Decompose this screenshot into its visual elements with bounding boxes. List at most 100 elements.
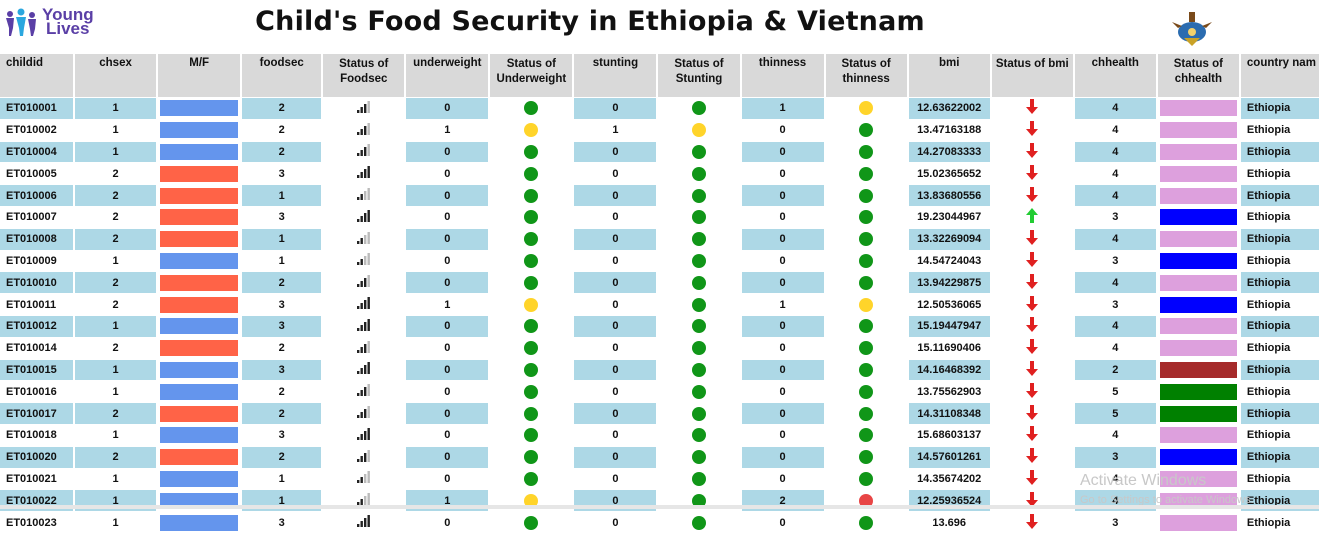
underweight-status-cell <box>490 381 573 403</box>
underweight-status-cell <box>490 206 573 228</box>
column-header[interactable]: foodsec <box>242 54 322 97</box>
country-cell: Ethiopia <box>1240 228 1319 250</box>
table-row[interactable]: ET010023 1 3 0 0 0 13.696 3 Ethiopia <box>0 512 1319 533</box>
thinness-cell: 0 <box>779 516 786 529</box>
country-cell: Ethiopia <box>1246 429 1291 442</box>
bmi-status-cell <box>991 468 1073 490</box>
signal-bars-icon <box>356 297 370 310</box>
underweight-status-cell <box>490 512 573 533</box>
column-header[interactable]: Status of thinness <box>825 54 907 97</box>
column-header[interactable]: Status of Stunting <box>658 54 740 97</box>
table-row[interactable]: ET010008 2 1 0 0 0 13.32269094 4 Ethiopia <box>0 228 1319 250</box>
stunting-status-cell <box>658 163 740 185</box>
arrow-down-icon <box>1026 295 1039 311</box>
underweight-status-cell <box>490 98 573 119</box>
table-row[interactable]: ET010012 1 3 0 0 0 15.19447947 4 Ethiopia <box>0 315 1319 337</box>
health-violet-bar <box>1159 514 1237 531</box>
column-header[interactable]: bmi <box>908 54 990 97</box>
table-row[interactable]: ET010001 1 2 0 0 1 12.63622002 4 Ethiopia <box>0 98 1319 119</box>
table-row[interactable]: ET010016 1 2 0 0 0 13.75562903 5 Ethiopia <box>0 381 1319 403</box>
green-status-dot-icon <box>859 275 874 290</box>
column-header[interactable]: chsex <box>75 54 157 97</box>
male-bar <box>160 383 239 400</box>
column-header[interactable]: chhealth <box>1074 54 1156 97</box>
table-row[interactable]: ET010005 2 3 0 0 0 15.02365652 4 Ethiopia <box>0 163 1319 185</box>
page-title: Child's Food Security in Ethiopia & Viet… <box>255 6 925 37</box>
health-violet-bar <box>1159 122 1237 139</box>
bmi-status-cell <box>991 272 1073 294</box>
signal-bars-icon <box>356 188 370 201</box>
report-header: Young Lives Child's Food Security in Eth… <box>0 0 1319 52</box>
column-header[interactable]: Status of bmi <box>991 54 1073 97</box>
table-row[interactable]: ET010006 2 1 0 0 0 13.83680556 4 Ethiopia <box>0 185 1319 206</box>
thinness-cell: 0 <box>779 472 786 485</box>
table-row[interactable]: ET010017 2 2 0 0 0 14.31108348 5 Ethiopia <box>0 403 1319 424</box>
green-status-dot-icon <box>524 406 539 421</box>
thinness-status-cell <box>825 119 907 141</box>
table-row[interactable]: ET010020 2 2 0 0 0 14.57601261 3 Ethiopia <box>0 446 1319 468</box>
column-header[interactable]: country nam <box>1240 54 1319 97</box>
arrow-down-icon <box>1026 491 1039 507</box>
bmi-cell: 13.75562903 <box>917 385 982 398</box>
chhealth-cell: 4 <box>1074 141 1156 163</box>
table-row[interactable]: ET010018 1 3 0 0 0 15.68603137 4 Ethiopia <box>0 424 1319 446</box>
column-header[interactable]: thinness <box>741 54 824 97</box>
stunting-status-cell <box>658 250 740 272</box>
sex-color-cell <box>158 185 241 206</box>
column-header[interactable]: stunting <box>574 54 657 97</box>
foodsec-cell: 2 <box>278 342 285 355</box>
green-status-dot-icon <box>524 362 539 377</box>
table-row[interactable]: ET010004 1 2 0 0 0 14.27083333 4 Ethiopia <box>0 141 1319 163</box>
signal-bars-icon <box>356 493 370 506</box>
male-bar <box>160 100 239 117</box>
bmi-cell: 14.27083333 <box>908 141 990 163</box>
bmi-cell: 12.50536065 <box>917 298 982 311</box>
table-row[interactable]: ET010002 1 2 1 1 0 13.47163188 4 Ethiopia <box>0 119 1319 141</box>
chhealth-status-cell <box>1157 403 1239 424</box>
bmi-status-cell <box>991 228 1073 250</box>
chsex-cell: 1 <box>75 359 157 381</box>
thinness-status-cell <box>825 228 907 250</box>
chsex-cell: 2 <box>75 185 157 206</box>
stunting-status-cell <box>658 359 740 381</box>
horizontal-scrollbar[interactable] <box>0 505 1319 509</box>
column-header[interactable]: Status of chhealth <box>1157 54 1239 97</box>
arrow-down-icon <box>1026 317 1039 333</box>
underweight-cell: 0 <box>444 385 451 398</box>
childid-cell: ET010006 <box>0 185 74 206</box>
underweight-cell: 1 <box>444 124 451 137</box>
table-row[interactable]: ET010015 1 3 0 0 0 14.16468392 2 Ethiopia <box>0 359 1319 381</box>
underweight-status-cell <box>490 119 573 141</box>
green-status-dot-icon <box>692 450 706 465</box>
green-status-dot-icon <box>859 210 874 225</box>
underweight-cell: 0 <box>444 429 451 442</box>
chhealth-status-cell <box>1157 141 1239 163</box>
stunting-cell: 0 <box>574 141 657 163</box>
foodsec-status-cell <box>323 424 405 446</box>
column-header[interactable]: underweight <box>406 54 489 97</box>
column-header[interactable]: Status of Foodsec <box>323 54 405 97</box>
male-bar <box>160 492 239 509</box>
table-row[interactable]: ET010014 2 2 0 0 0 15.11690406 4 Ethiopia <box>0 337 1319 359</box>
column-header[interactable]: childid <box>0 54 74 97</box>
thinness-status-cell <box>825 446 907 468</box>
foodsec-cell: 1 <box>242 185 322 206</box>
sex-color-cell <box>158 512 241 533</box>
column-header[interactable]: M/F <box>158 54 241 97</box>
foodsec-cell: 3 <box>278 516 285 529</box>
chsex-cell: 2 <box>112 298 119 311</box>
table-row[interactable]: ET010021 1 1 0 0 0 14.35674202 4 Ethiopia <box>0 468 1319 490</box>
chhealth-cell: 4 <box>1112 429 1119 442</box>
underweight-status-cell <box>490 424 573 446</box>
column-header[interactable]: Status of Underweight <box>490 54 573 97</box>
bmi-cell: 15.68603137 <box>917 429 982 442</box>
table-row[interactable]: ET010009 1 1 0 0 0 14.54724043 3 Ethiopia <box>0 250 1319 272</box>
foodsec-cell: 3 <box>242 359 322 381</box>
table-row[interactable]: ET010011 2 3 1 0 1 12.50536065 3 Ethiopia <box>0 294 1319 315</box>
bmi-cell: 19.23044967 <box>917 211 982 224</box>
green-status-dot-icon <box>524 319 539 334</box>
yellow-status-dot-icon <box>859 101 874 116</box>
green-status-dot-icon <box>692 166 706 181</box>
table-row[interactable]: ET010007 2 3 0 0 0 19.23044967 3 Ethiopia <box>0 206 1319 228</box>
table-row[interactable]: ET010010 2 2 0 0 0 13.94229875 4 Ethiopia <box>0 272 1319 294</box>
